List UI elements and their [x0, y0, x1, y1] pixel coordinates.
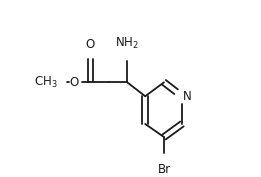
Text: N: N: [183, 90, 192, 103]
Text: O: O: [69, 76, 79, 89]
Text: $\mathregular{CH_3}$: $\mathregular{CH_3}$: [34, 75, 58, 90]
Text: O: O: [86, 38, 95, 51]
Text: $\mathregular{NH_2}$: $\mathregular{NH_2}$: [115, 36, 139, 51]
Text: Br: Br: [157, 163, 170, 176]
